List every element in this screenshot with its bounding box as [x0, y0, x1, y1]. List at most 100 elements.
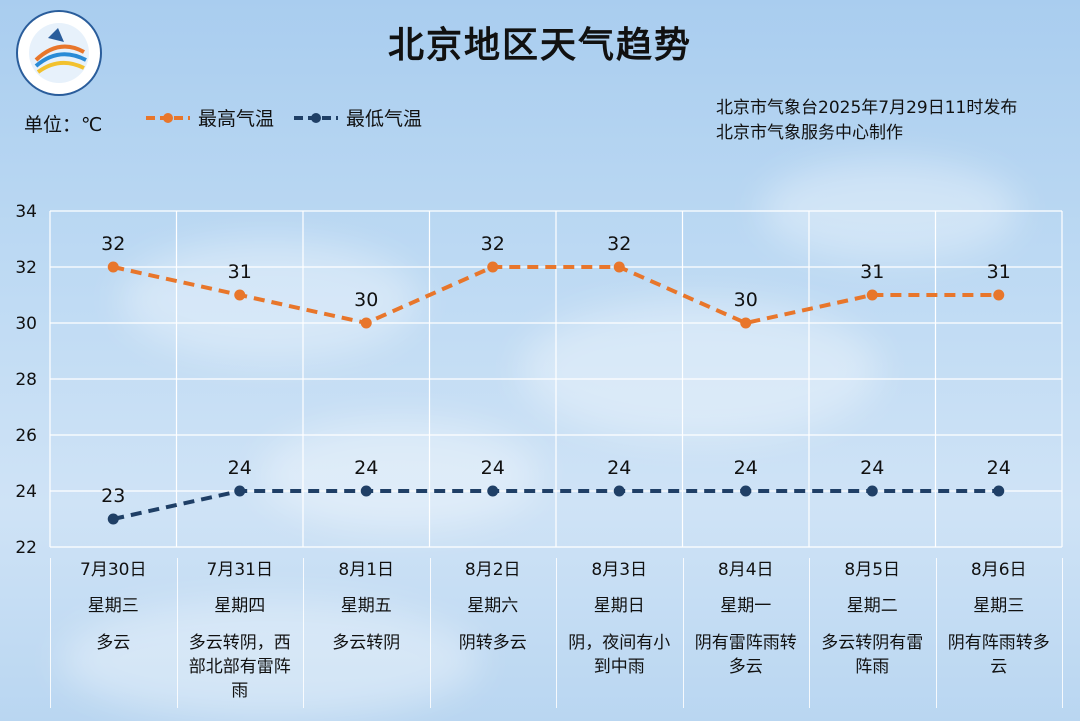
day-column: 8月5日星期二多云转阴有雷 阵雨: [809, 558, 936, 679]
day-weekday: 星期六: [467, 596, 519, 616]
day-date: 8月1日: [338, 560, 395, 580]
day-weekday: 星期五: [340, 596, 392, 616]
low-temp-point: [993, 485, 1005, 497]
low-temp-point: [613, 485, 625, 497]
high-temp-point: [360, 317, 372, 329]
high-temp-data-label: 31: [860, 261, 884, 283]
day-date: 8月3日: [591, 560, 648, 580]
day-column: 8月1日星期五多云转阴: [303, 558, 430, 655]
low-temp-point: [107, 513, 119, 525]
day-weather-line: 到中雨: [593, 657, 645, 677]
y-tick-label: 22: [15, 538, 37, 558]
low-temp-point: [487, 485, 499, 497]
day-date: 7月30日: [80, 560, 147, 580]
column-divider: [809, 558, 810, 708]
meteorological-service-logo: [16, 10, 102, 96]
day-weather-line: 部北部有雷阵: [188, 657, 291, 677]
day-weekday: 星期三: [87, 596, 139, 616]
day-weather: 阴转多云: [430, 631, 557, 655]
column-divider: [935, 558, 937, 708]
y-tick-label: 24: [15, 482, 37, 502]
column-divider: [429, 558, 431, 708]
y-tick-label: 34: [15, 202, 37, 222]
day-weather: 多云转阴: [303, 631, 430, 655]
day-weekday: 星期一: [720, 596, 772, 616]
low-temp-point: [866, 485, 878, 497]
high-temp-data-label: 31: [987, 261, 1011, 283]
day-column: 7月30日星期三多云: [50, 558, 177, 655]
low-temp-data-label: 24: [734, 457, 758, 479]
day-date: 8月5日: [844, 560, 901, 580]
low-temp-data-label: 24: [228, 457, 252, 479]
high-temp-data-label: 31: [228, 261, 252, 283]
day-column: 8月4日星期一阴有雷阵雨转 多云: [683, 558, 810, 679]
high-temp-point: [740, 317, 752, 329]
y-tick-label: 26: [15, 426, 37, 446]
high-temp-data-label: 32: [607, 233, 631, 255]
low-temp-data-label: 23: [101, 485, 125, 507]
day-weather-line: 阴有阵雨转多: [947, 633, 1050, 653]
day-weather-line: 阴转多云: [458, 633, 527, 653]
unit-label: 单位：℃: [24, 114, 103, 136]
column-divider: [556, 558, 557, 708]
column-divider: [1062, 558, 1063, 708]
high-temp-line: [112, 265, 999, 326]
legend-label-high: 最高气温: [198, 108, 275, 130]
day-weather-line: 阴，夜间有小: [568, 633, 671, 653]
day-weekday: 星期日: [593, 596, 645, 616]
issuer-line-2: 北京市气象服务中心制作: [716, 123, 903, 143]
low-temp-data-label: 24: [354, 457, 378, 479]
y-tick-label: 28: [15, 370, 37, 390]
day-weekday: 星期四: [214, 596, 266, 616]
column-divider: [50, 558, 51, 708]
day-weather: 多云: [50, 631, 177, 655]
day-column: 8月2日 星期六 阴转多云: [430, 558, 557, 655]
page-title: 北京地区天气趋势: [387, 25, 692, 66]
legend-high-marker-icon: [146, 112, 190, 123]
temperature-chart: 22 24 26 28 30 32 34 32 31 30 32 32 30 31 31 23 24 24 24 24…: [15, 202, 1063, 558]
low-temp-line: [112, 489, 999, 521]
low-temp-point: [740, 485, 752, 497]
high-temp-point: [866, 289, 878, 301]
day-weather: 阴，夜间有小 到中雨: [556, 631, 683, 679]
column-divider: [176, 558, 178, 708]
day-weather-line: 多云转阴有雷: [821, 633, 924, 653]
high-temp-point: [234, 289, 246, 301]
issuer-info: 北京市气象台2025年7月29日11时发布 北京市气象服务中心制作: [716, 96, 1017, 146]
high-temp-data-label: 30: [354, 289, 378, 311]
day-weather-line: 阴有雷阵雨转: [694, 633, 797, 653]
day-weekday: 星期三: [973, 596, 1025, 616]
low-temp-data-label: 24: [481, 457, 505, 479]
day-weather: 多云转阴有雷 阵雨: [809, 631, 936, 679]
y-tick-label: 30: [15, 314, 37, 334]
day-weather-line: 多云: [728, 657, 763, 677]
high-temp-data-label: 32: [481, 233, 505, 255]
high-temp-point: [487, 261, 499, 273]
day-date: 8月6日: [970, 560, 1027, 580]
low-temp-point: [360, 485, 372, 497]
column-divider: [303, 558, 304, 708]
day-weather-line: 云: [990, 657, 1008, 677]
day-weekday: 星期二: [846, 596, 898, 616]
high-temp-point: [107, 261, 119, 273]
high-temp-point: [613, 261, 625, 273]
legend-low-marker-icon: [294, 112, 338, 123]
day-column: 7月31日星期四多云转阴，西 部北部有雷阵雨: [177, 558, 304, 703]
high-temp-data-label: 30: [734, 289, 758, 311]
legend-label-low: 最低气温: [346, 108, 423, 130]
day-date: 8月4日: [717, 560, 774, 580]
column-divider: [682, 558, 684, 708]
low-temp-point: [234, 485, 246, 497]
day-weather: 阴有阵雨转多云: [936, 631, 1063, 679]
legend-item-low: 最低气温: [292, 104, 422, 131]
day-date: 7月31日: [206, 560, 273, 580]
day-weather-line: 雨: [231, 681, 249, 701]
high-temp-data-label: 32: [101, 233, 125, 255]
day-weather-line: 多云: [96, 633, 131, 653]
day-column: 8月6日星期三阴有阵雨转多云: [936, 558, 1063, 679]
issuer-line-1: 北京市气象台2025年7月29日11时发布: [716, 98, 1018, 118]
low-temp-data-label: 24: [860, 457, 884, 479]
day-weather-line: 多云转阴，西: [188, 633, 291, 653]
day-weather-line: 多云转阴: [332, 633, 401, 653]
day-weather: 多云转阴，西 部北部有雷阵雨: [177, 631, 304, 703]
